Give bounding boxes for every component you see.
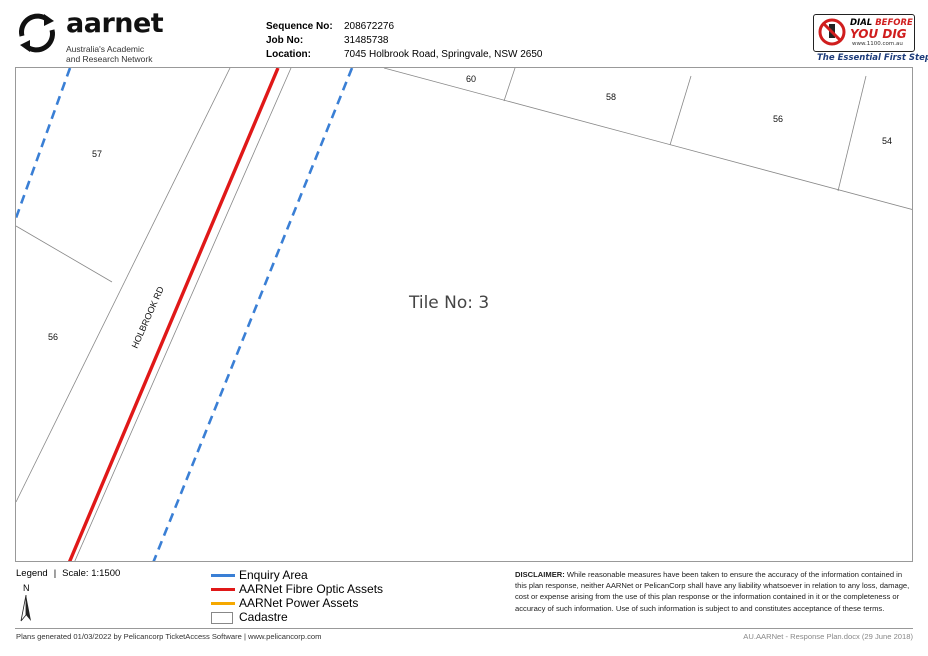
cadastre-lot-57-boundary <box>16 225 113 283</box>
dbyd-url: www.1100.com.au <box>852 41 903 47</box>
legend-title: Legend <box>16 568 48 579</box>
north-arrow: N <box>20 583 40 625</box>
dbyd-line2: YOU DIG <box>850 27 907 41</box>
brand-subtitle-1: Australia's Academic <box>66 44 145 54</box>
job-value: 31485738 <box>344 35 389 46</box>
legend-label-cadastre: Cadastre <box>239 610 288 624</box>
legend-label-power: AARNet Power Assets <box>239 596 359 610</box>
sequence-value: 208672276 <box>344 21 395 32</box>
dbyd-line1b: BEFORE <box>875 18 913 28</box>
footer-doc-date: (29 June 2018) <box>859 632 913 641</box>
brand-subtitle-2: and Research Network <box>66 54 153 64</box>
disclaimer-heading: DISCLAIMER: <box>515 570 565 579</box>
footer-document-info: AU.AARNet - Response Plan.docx (29 June … <box>743 632 913 641</box>
dbyd-badge: DIAL BEFORE YOU DIG www.1100.com.au <box>813 14 915 52</box>
cadastre-lot-60-58-boundary <box>503 68 516 102</box>
disclaimer: DISCLAIMER: While reasonable measures ha… <box>515 569 913 614</box>
aarnet-logo: aarnet Australia's Academic and Research… <box>14 8 164 66</box>
lot-57-label: 57 <box>92 149 102 159</box>
legend-label-fibre: AARNet Fibre Optic Assets <box>239 582 384 596</box>
disclaimer-text: While reasonable measures have been take… <box>515 570 910 613</box>
legend-header: Legend | Scale: 1:1500 <box>16 568 121 579</box>
fibre-optic-line <box>67 68 280 561</box>
tile-label: Tile No: 3 <box>408 293 489 313</box>
legend-label-enquiry: Enquiry Area <box>239 568 308 582</box>
sequence-label: Sequence No: <box>266 21 333 32</box>
cadastre-lot-58-56-boundary <box>669 75 692 146</box>
dial-before-you-dig-logo: DIAL BEFORE YOU DIG www.1100.com.au The … <box>813 14 928 64</box>
location-label: Location: <box>266 49 311 60</box>
lot-56-right-label: 56 <box>773 114 783 124</box>
cadastre-road-west-edge <box>16 68 231 503</box>
dbyd-tagline: The Essential First Step. <box>817 53 928 63</box>
enquiry-swatch <box>211 574 235 577</box>
job-label: Job No: <box>266 35 304 46</box>
map-canvas: 60 58 56 54 57 56 HOLBROOK RD Tile No: 3 <box>16 68 912 561</box>
lot-58-label: 58 <box>606 92 616 102</box>
road-label: HOLBROOK RD <box>130 285 166 350</box>
lot-60-label: 60 <box>466 74 476 84</box>
lot-54-label: 54 <box>882 136 892 146</box>
north-label: N <box>23 583 30 593</box>
fibre-swatch <box>211 588 235 591</box>
enquiry-area-west <box>16 68 72 219</box>
north-arrow-icon <box>20 595 31 622</box>
cadastre-lot-56-54-boundary <box>837 75 867 192</box>
brand-name: aarnet <box>66 8 164 39</box>
location-value: 7045 Holbrook Road, Springvale, NSW 2650 <box>344 49 543 60</box>
footer-doc-name: AU.AARNet - Response Plan.docx <box>743 632 860 641</box>
no-dig-icon <box>818 18 846 46</box>
dbyd-line1a: DIAL <box>850 18 876 28</box>
map-frame: 60 58 56 54 57 56 HOLBROOK RD Tile No: 3 <box>15 67 913 562</box>
footer-divider <box>15 628 913 629</box>
cadastre-road-east-edge <box>74 68 292 561</box>
cadastre-north-boundary <box>383 68 912 210</box>
footer-generated-text: Plans generated 01/03/2022 by Pelicancor… <box>16 632 322 641</box>
lot-56-left-label: 56 <box>48 332 58 342</box>
aarnet-swirl-icon <box>19 13 55 53</box>
cadastre-swatch <box>211 612 233 624</box>
power-swatch <box>211 602 235 605</box>
legend-scale: Scale: 1:1500 <box>62 568 121 579</box>
